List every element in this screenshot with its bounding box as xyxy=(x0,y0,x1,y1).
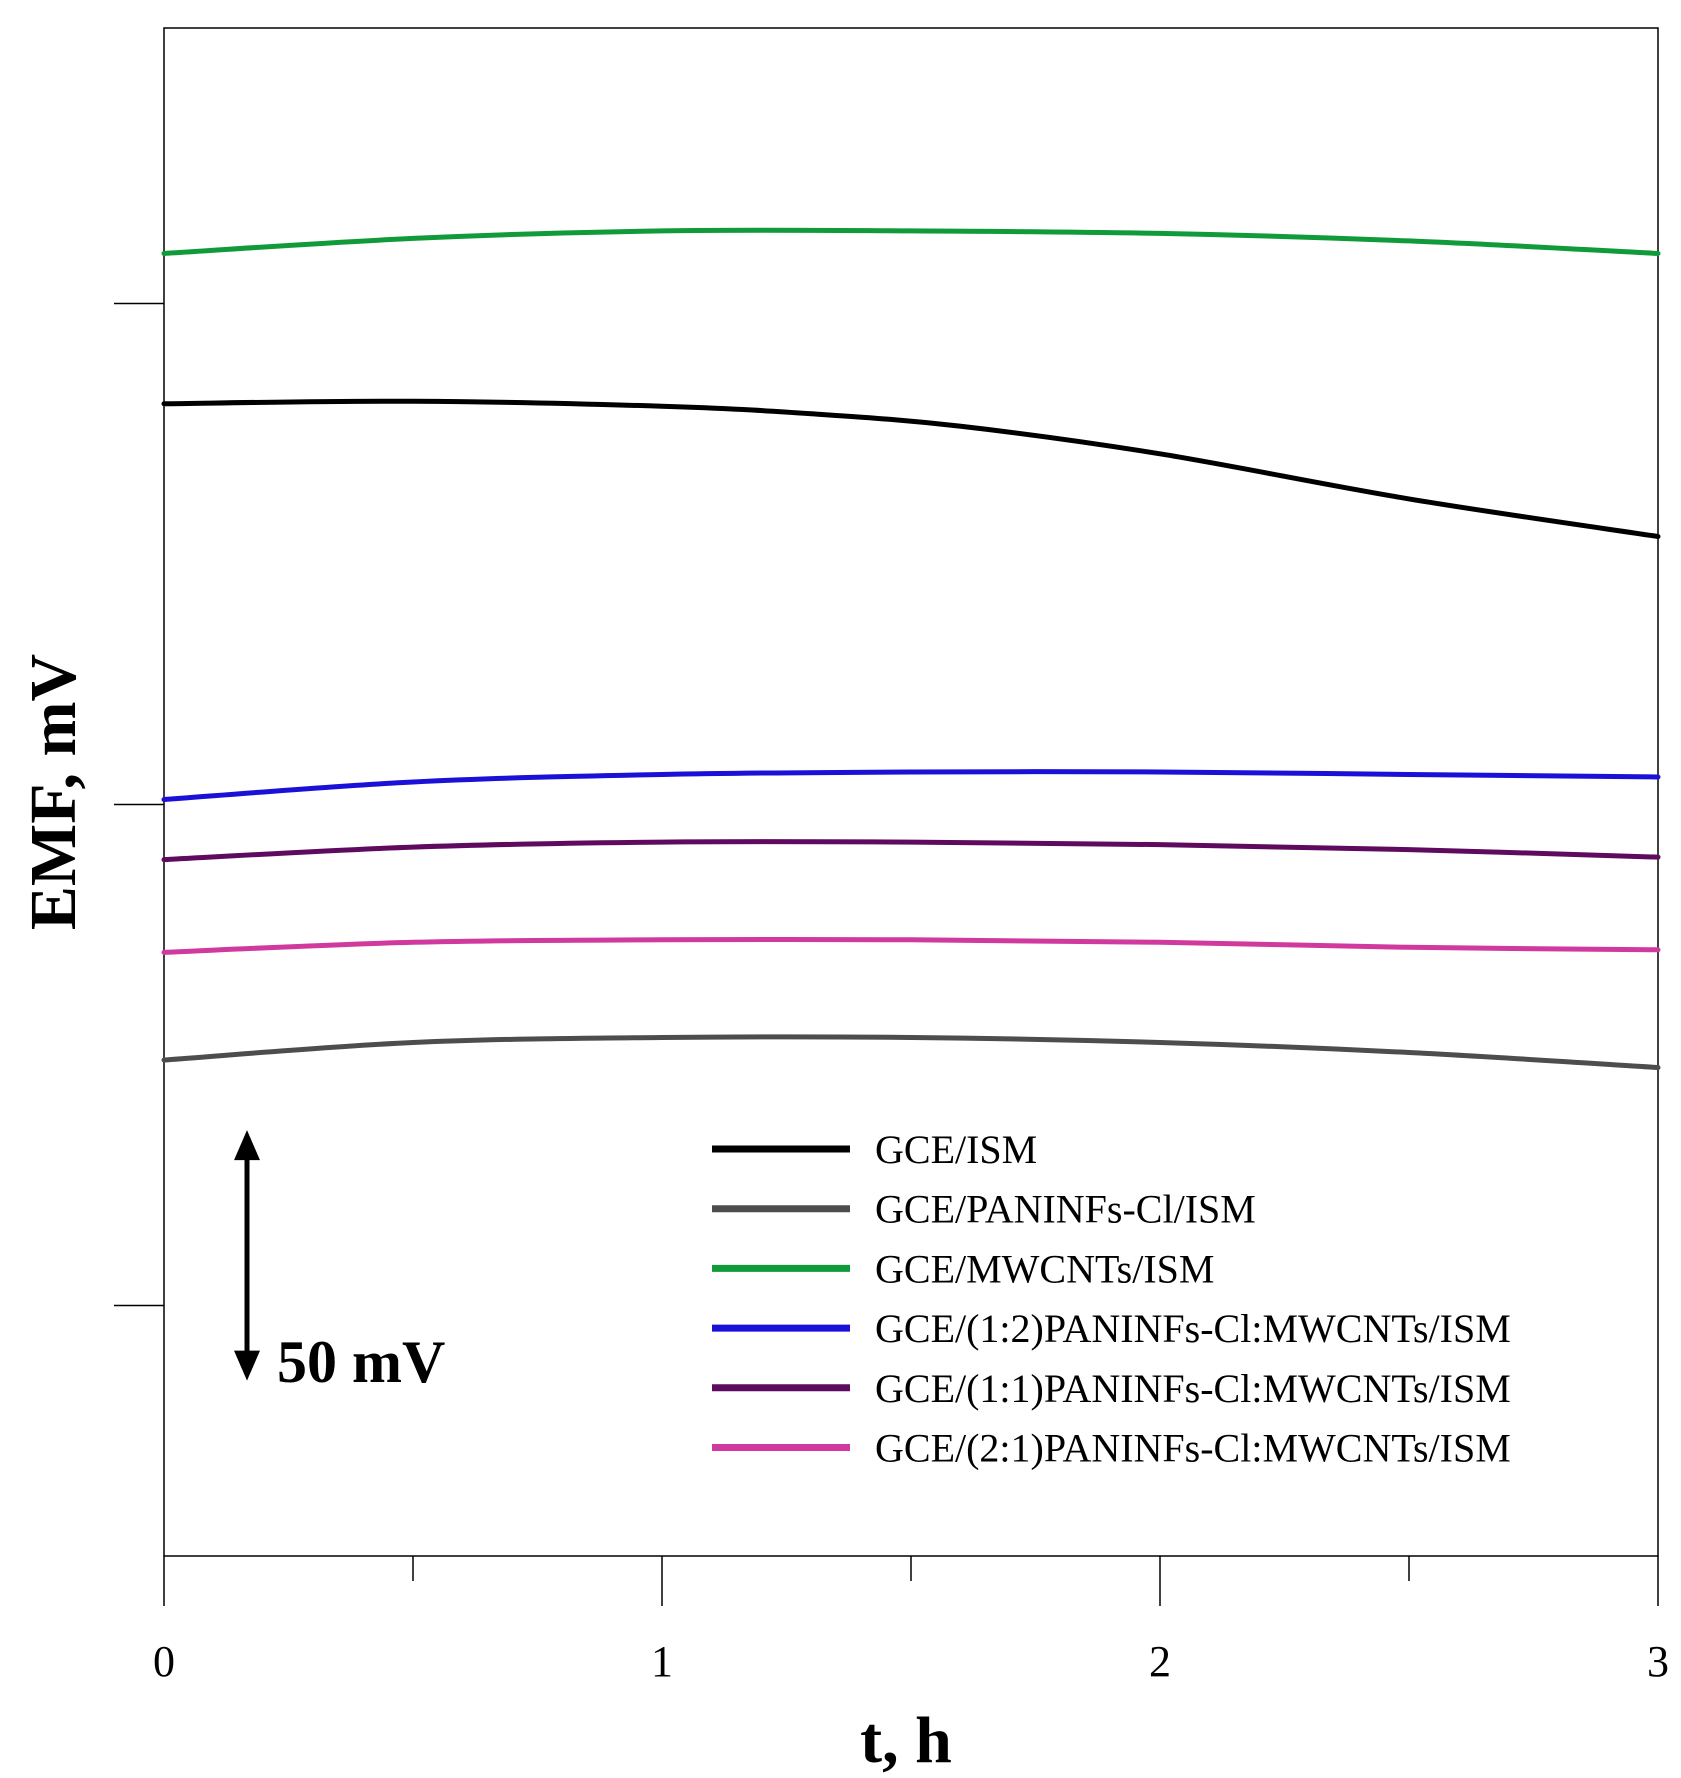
legend-label: GCE/PANINFs-Cl/ISM xyxy=(875,1187,1256,1232)
series-line-2 xyxy=(161,1034,1661,1071)
legend-label: GCE/(2:1)PANINFs-Cl:MWCNTs/ISM xyxy=(875,1426,1511,1471)
legend: GCE/ISM GCE/PANINFs-Cl/ISM GCE/MWCNTs/ISM G… xyxy=(712,1127,1511,1471)
arrow-up-icon xyxy=(234,1130,260,1161)
series-lines xyxy=(161,227,1661,1071)
scale-bar-label: 50 mV xyxy=(277,1329,445,1395)
series-line-1 xyxy=(161,398,1661,539)
x-tick-label: 1 xyxy=(651,1637,673,1686)
series-line-6 xyxy=(161,936,1661,955)
axis-ticks: 0 1 2 3 xyxy=(114,302,1669,1686)
y-axis-label: EMF, mV xyxy=(17,654,90,930)
series-line-3 xyxy=(161,227,1661,256)
x-tick-label: 3 xyxy=(1647,1637,1669,1686)
series-line-4 xyxy=(161,769,1661,803)
legend-label: GCE/(1:2)PANINFs-Cl:MWCNTs/ISM xyxy=(875,1306,1511,1351)
series-line-5 xyxy=(161,839,1661,863)
legend-label: GCE/MWCNTs/ISM xyxy=(875,1246,1214,1291)
x-tick-label: 2 xyxy=(1149,1637,1171,1686)
x-tick-label: 0 xyxy=(153,1637,175,1686)
legend-label: GCE/(1:1)PANINFs-Cl:MWCNTs/ISM xyxy=(875,1366,1511,1411)
legend-label: GCE/ISM xyxy=(875,1127,1037,1172)
scale-bar: 50 mV xyxy=(234,1130,445,1395)
x-axis-label: t, h xyxy=(860,1704,952,1777)
arrow-down-icon xyxy=(234,1350,260,1381)
